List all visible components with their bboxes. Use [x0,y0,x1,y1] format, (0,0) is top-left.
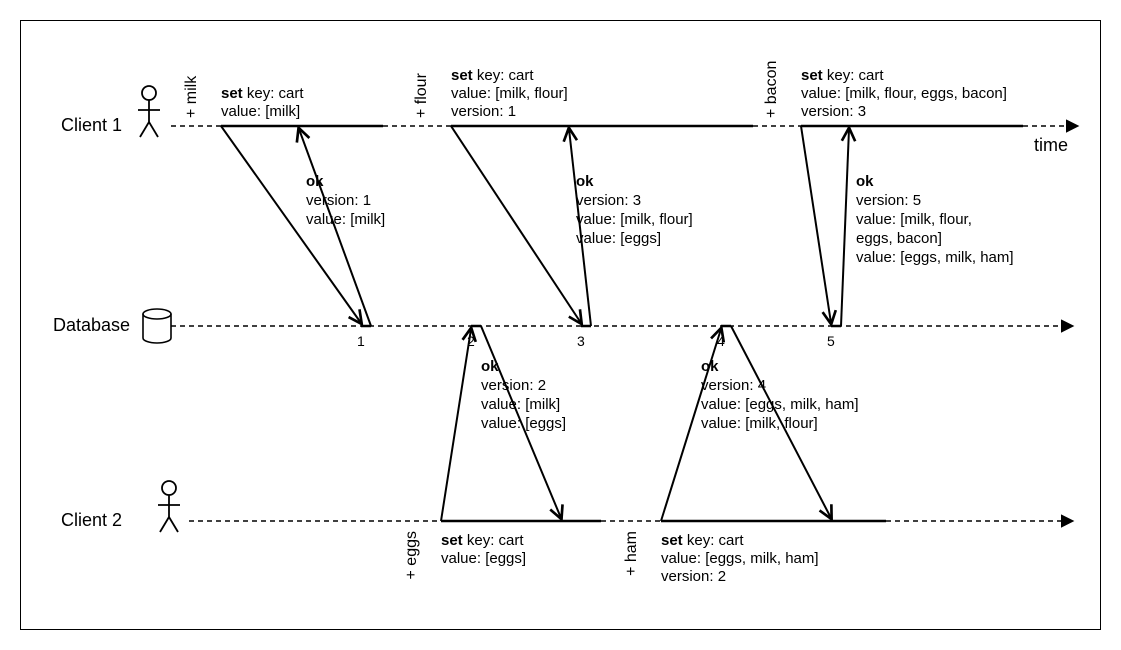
lane-label-client1: Client 1 [61,115,122,135]
person-icon-client1 [142,86,156,100]
ok-response-text: value: [eggs] [576,230,661,247]
set-request-text: set key: cart [451,67,534,84]
ok-response-text: value: [milk, flour, [856,211,972,228]
set-request-text: value: [milk, flour, eggs, bacon] [801,85,1007,102]
ok-response-text: version: 3 [576,192,641,209]
set-request-text: value: [eggs, milk, ham] [661,550,819,567]
set-request-text: set key: cart [441,532,524,549]
diagram-frame: Client 1 Database Client 2 time + milk + flou… [20,20,1101,630]
lane-label-database: Database [53,315,130,335]
set-request-text: version: 2 [661,568,726,585]
ok-response-text: ok [856,173,874,190]
set-request-text: value: [milk, flour] [451,85,568,102]
set-request-text: value: [milk] [221,103,300,120]
set-request-text: set key: cart [661,532,744,549]
time-axis-label: time [1034,135,1068,155]
message-down [801,126,831,323]
db-version-tick: 5 [827,333,835,349]
ok-response-text: version: 2 [481,377,546,394]
event-label: + bacon [763,61,780,118]
lane-label-client2: Client 2 [61,510,122,530]
ok-response-text: value: [eggs, milk, ham] [701,396,859,413]
cylinder-icon [143,309,171,319]
set-request-text: value: [eggs] [441,550,526,567]
set-request-text: set key: cart [221,85,304,102]
ok-response-text: version: 5 [856,192,921,209]
ok-response-text: ok [576,173,594,190]
db-version-tick: 3 [577,333,585,349]
set-request-text: set key: cart [801,67,884,84]
ok-response-text: eggs, bacon] [856,230,942,247]
event-label: + flour [413,72,430,118]
ok-response-text: version: 1 [306,192,371,209]
event-label: + ham [623,531,640,576]
sequence-diagram: Client 1 Database Client 2 time + milk + flou… [21,21,1102,631]
message-down [451,126,581,323]
set-request-text: version: 3 [801,103,866,120]
db-version-tick: 1 [357,333,365,349]
event-label: + milk [183,75,200,118]
ok-response-text: value: [milk, flour] [701,415,818,432]
set-request-text: version: 1 [451,103,516,120]
person-icon-client2 [162,481,176,495]
message-up [441,329,471,521]
ok-response-text: value: [milk] [306,211,385,228]
message-up [841,129,849,326]
ok-response-text: value: [eggs, milk, ham] [856,249,1014,266]
ok-response-text: version: 4 [701,377,766,394]
event-label: + eggs [403,531,420,579]
ok-response-text: value: [milk] [481,396,560,413]
ok-response-text: value: [milk, flour] [576,211,693,228]
